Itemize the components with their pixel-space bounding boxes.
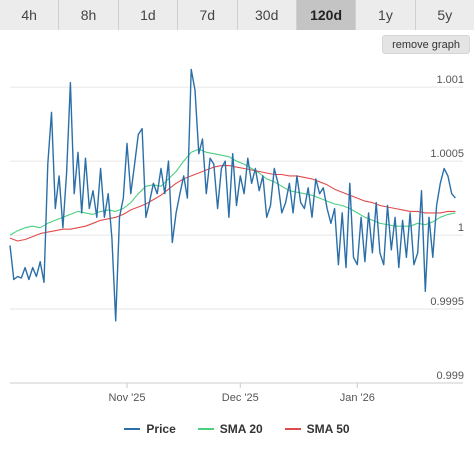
- legend-label-sma20: SMA 20: [219, 422, 263, 436]
- tab-1d[interactable]: 1d: [119, 0, 179, 30]
- x-tick-label: Nov '25: [109, 392, 146, 404]
- y-tick-label: 0.9995: [430, 296, 464, 308]
- tab-120d[interactable]: 120d: [296, 0, 357, 30]
- tab-1y[interactable]: 1y: [356, 0, 416, 30]
- series-line-price: [9, 68, 456, 322]
- legend-swatch-sma20: [197, 428, 214, 430]
- chart-legend: Price SMA 20 SMA 50: [0, 419, 474, 439]
- remove-graph-button[interactable]: remove graph: [382, 35, 470, 54]
- legend-label-price: Price: [146, 422, 176, 436]
- series-line-sma50: [9, 165, 456, 242]
- x-tick-label: Jan '26: [340, 392, 375, 404]
- legend-item-sma20[interactable]: SMA 20: [197, 422, 263, 436]
- legend-swatch-price: [124, 428, 141, 430]
- tab-4h[interactable]: 4h: [0, 0, 60, 30]
- legend-swatch-sma50: [284, 428, 301, 430]
- y-tick-label: 1.0005: [430, 148, 464, 160]
- tab-30d[interactable]: 30d: [238, 0, 297, 30]
- tab-8h[interactable]: 8h: [59, 0, 119, 30]
- legend-label-sma50: SMA 50: [306, 422, 350, 436]
- legend-item-price[interactable]: Price: [124, 422, 176, 436]
- y-tick-label: 1: [458, 222, 464, 234]
- y-tick-label: 0.999: [436, 370, 464, 382]
- y-tick-label: 1.001: [436, 74, 464, 86]
- legend-item-sma50[interactable]: SMA 50: [284, 422, 350, 436]
- timeframe-tabs: 4h 8h 1d 7d 30d 120d 1y 5y: [0, 0, 474, 30]
- x-tick-label: Dec '25: [222, 392, 259, 404]
- tab-7d[interactable]: 7d: [178, 0, 238, 30]
- tab-5y[interactable]: 5y: [437, 7, 453, 23]
